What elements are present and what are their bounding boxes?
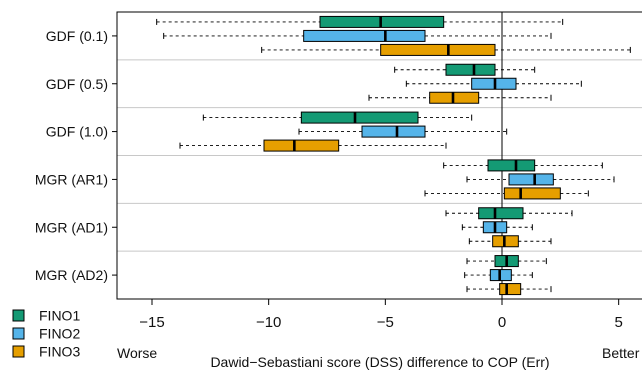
box-iqr [300,111,419,124]
box-fino1-2 [202,111,473,124]
box-iqr [445,63,496,76]
box-iqr [503,187,561,200]
box-fino1-5 [466,255,547,268]
x-tick-label: −5 [377,314,394,331]
x-axis-title: Dawid−Sebastiani score (DSS) difference … [210,354,549,370]
box-fino2-1 [405,77,582,90]
box-fino2-2 [298,125,508,138]
box-fino3-2 [179,139,447,152]
legend-label-fino1: FINO1 [39,308,80,324]
box-iqr [263,139,340,152]
legend-swatch-fino3 [12,345,25,358]
x-tick-label: 5 [614,314,622,331]
x-tick-label: 0 [498,314,506,331]
box-fino2-4 [461,221,533,234]
legend-label-fino2: FINO2 [39,326,80,342]
box-fino3-4 [468,235,552,248]
box-fino3-0 [261,43,631,56]
box-fino3-1 [368,91,552,104]
box-iqr [487,159,536,172]
box-fino2-0 [163,29,552,42]
box-fino1-1 [394,63,536,76]
box-series [156,15,631,296]
box-fino1-0 [156,15,564,28]
category-label: GDF (1.0) [46,124,108,140]
category-label: MGR (AR1) [35,171,108,187]
category-separators [117,59,642,252]
x-axis: −15 −10 −5 0 5 [139,299,623,331]
category-label: MGR (AD2) [35,267,108,283]
x-tick-label: −15 [139,314,164,331]
box-iqr [508,173,554,186]
box-fino3-5 [466,283,552,296]
box-iqr [380,43,496,56]
category-labels: GDF (0.1) GDF (0.5) GDF (1.0) MGR (AR1) MGR … [35,28,117,283]
box-iqr [499,283,522,296]
category-label: GDF (0.5) [46,76,108,92]
legend: FINO1 FINO2 FINO3 [12,308,80,360]
category-label: GDF (0.1) [46,28,108,44]
legend-label-fino3: FINO3 [39,344,80,360]
worse-note: Worse [117,345,157,361]
box-iqr [303,29,426,42]
plot-frame [116,11,642,300]
legend-swatch-fino2 [12,327,25,340]
box-fino2-5 [464,269,533,282]
box-fino1-4 [445,207,573,220]
x-tick-label: −10 [256,314,281,331]
box-fino1-3 [443,159,603,172]
legend-swatch-fino1 [12,309,25,322]
box-fino3-3 [424,187,589,200]
box-iqr [478,207,524,220]
category-label: MGR (AD1) [35,219,108,235]
box-fino2-3 [466,173,615,186]
better-note: Better [602,345,640,361]
box-iqr [361,125,426,138]
